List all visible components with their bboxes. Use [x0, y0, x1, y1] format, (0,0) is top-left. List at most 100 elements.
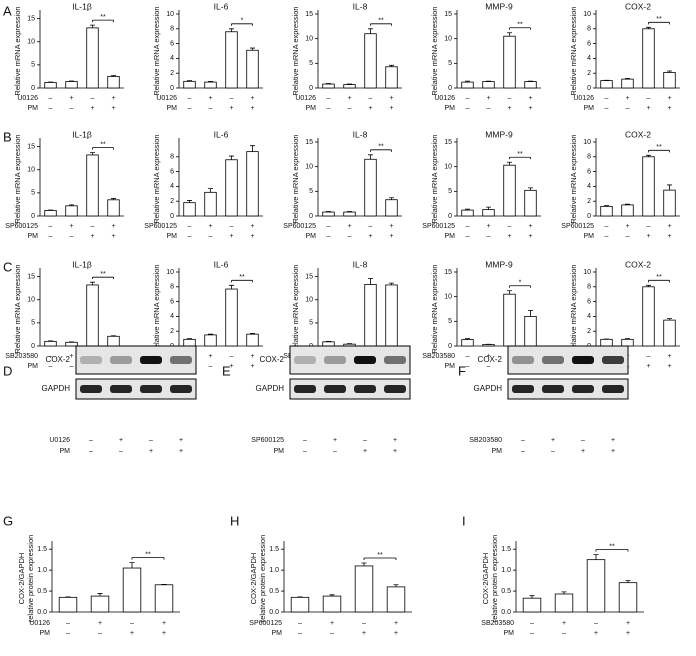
bar	[86, 154, 99, 217]
panel-letter: D	[3, 363, 12, 378]
condition-label: PM	[445, 233, 456, 240]
condition-sign: +	[667, 233, 671, 240]
condition-sign: –	[530, 630, 534, 637]
condition-sign: +	[362, 630, 366, 637]
y-tick-label: 0	[309, 213, 313, 220]
error-bar	[361, 562, 367, 566]
error-bar	[667, 184, 672, 191]
bar	[621, 204, 634, 217]
y-tick-label: 6	[587, 298, 591, 305]
condition-sign: –	[530, 620, 534, 627]
chart-title: COX-2	[625, 129, 651, 139]
condition-sign: +	[330, 620, 334, 627]
condition-label: PM	[167, 233, 178, 240]
condition-sign: +	[208, 353, 212, 360]
chart-title: IL-8	[353, 259, 368, 269]
condition-sign: +	[162, 620, 166, 627]
condition-sign: +	[646, 363, 650, 370]
y-axis-label: Relative mRNA expression	[13, 264, 22, 353]
condition-sign: +	[528, 95, 532, 102]
bar	[621, 338, 634, 347]
condition-sign: +	[250, 353, 254, 360]
error-bar	[625, 580, 631, 583]
condition-sign: –	[466, 223, 470, 230]
bar	[343, 211, 356, 217]
condition-sign: –	[466, 233, 470, 240]
condition-sign: +	[149, 448, 153, 455]
condition-label: PM	[60, 448, 71, 455]
significance-label: **	[378, 18, 384, 25]
condition-sign: –	[66, 630, 70, 637]
blot-band	[602, 356, 624, 364]
blot-band	[324, 385, 346, 393]
panel-letter: G	[3, 513, 13, 528]
y-tick-label: 10	[583, 139, 591, 146]
y-tick-label: 4	[170, 183, 174, 190]
y-tick-label: 15	[444, 139, 452, 146]
condition-sign: +	[250, 363, 254, 370]
bar	[183, 80, 196, 89]
condition-sign: –	[647, 353, 651, 360]
condition-sign: –	[551, 448, 555, 455]
condition-sign: +	[250, 95, 254, 102]
condition-sign: –	[369, 95, 373, 102]
blot-band	[354, 385, 376, 393]
error-bar	[208, 333, 213, 335]
condition-sign: –	[188, 95, 192, 102]
condition-label: SB203580	[422, 353, 455, 360]
condition-sign: –	[91, 95, 95, 102]
condition-label: PM	[584, 233, 595, 240]
bar	[600, 205, 613, 217]
y-tick-label: 10	[166, 11, 174, 18]
condition-sign: +	[486, 353, 490, 360]
bar	[86, 284, 99, 347]
error-bar	[604, 205, 609, 207]
error-bar	[250, 145, 255, 152]
bar	[663, 189, 676, 217]
condition-sign: +	[507, 105, 511, 112]
significance-label: **	[100, 141, 106, 148]
y-tick-label: 15	[305, 273, 313, 280]
chart-title: IL-1β	[72, 129, 92, 139]
condition-label: U0126	[434, 95, 455, 102]
condition-label: PM	[28, 105, 39, 112]
bar	[482, 209, 495, 217]
condition-sign: +	[368, 233, 372, 240]
y-tick-label: 0	[31, 343, 35, 350]
condition-sign: –	[487, 105, 491, 112]
bar	[44, 210, 57, 217]
error-bar	[465, 208, 470, 211]
condition-sign: –	[98, 630, 102, 637]
y-tick-label: 0	[170, 85, 174, 92]
chart-title: IL-6	[214, 1, 229, 11]
significance-label: **	[517, 151, 523, 158]
y-tick-label: 10	[444, 164, 452, 171]
y-tick-label: 1.0	[269, 567, 279, 574]
y-tick-label: 10	[166, 269, 174, 276]
bar	[554, 593, 574, 613]
y-tick-label: 15	[444, 269, 452, 276]
significance-label: **	[377, 552, 383, 559]
condition-sign: +	[389, 233, 393, 240]
condition-sign: +	[90, 233, 94, 240]
condition-sign: –	[605, 105, 609, 112]
condition-sign: +	[507, 233, 511, 240]
condition-sign: –	[466, 353, 470, 360]
condition-sign: –	[487, 363, 491, 370]
condition-label: U0126	[295, 95, 316, 102]
condition-label: SP600125	[283, 223, 316, 230]
y-tick-label: 4	[170, 55, 174, 62]
error-bar	[507, 290, 512, 295]
condition-label: U0126	[156, 95, 177, 102]
error-bar	[368, 28, 373, 34]
y-tick-label: 4	[587, 313, 591, 320]
condition-sign: –	[626, 233, 630, 240]
error-bar	[329, 594, 335, 597]
condition-sign: +	[347, 95, 351, 102]
blot-band	[324, 356, 346, 364]
y-tick-label: 15	[305, 139, 313, 146]
error-bar	[389, 282, 394, 285]
error-bar	[187, 80, 192, 82]
y-tick-label: 5	[309, 320, 313, 327]
